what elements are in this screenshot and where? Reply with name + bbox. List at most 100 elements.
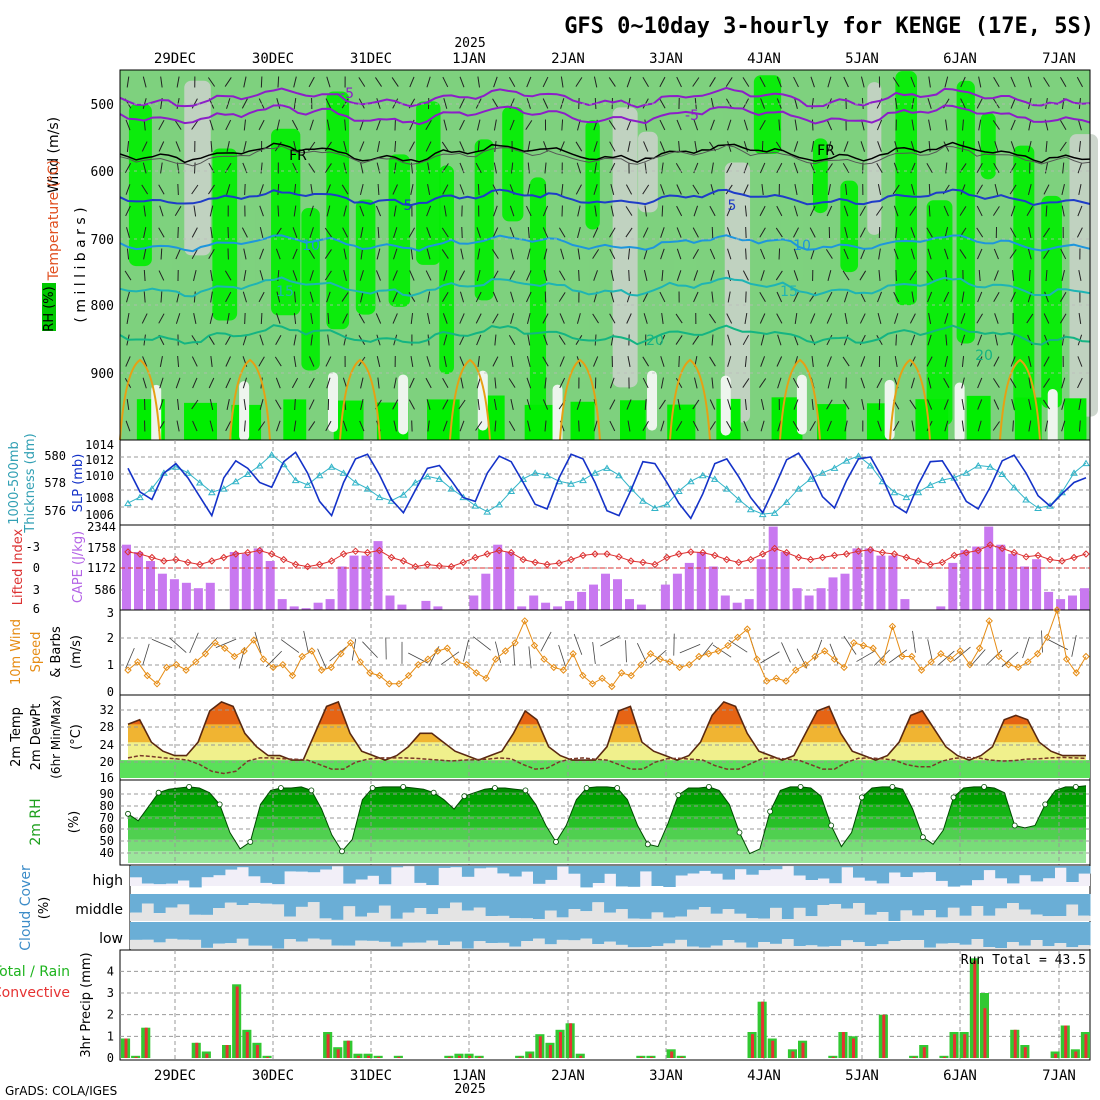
cloud-cell-high bbox=[947, 866, 961, 887]
wind-speed-point bbox=[550, 663, 558, 672]
barb bbox=[176, 76, 180, 88]
barb bbox=[693, 270, 699, 281]
barb bbox=[759, 292, 766, 302]
barb bbox=[209, 313, 214, 324]
li-point bbox=[615, 553, 623, 561]
barb bbox=[675, 377, 683, 389]
barb bbox=[1076, 76, 1083, 88]
cloud-gap-low bbox=[722, 940, 735, 949]
barb bbox=[160, 248, 163, 260]
li-point bbox=[998, 544, 1006, 553]
barb bbox=[225, 291, 232, 303]
wind-speed-point bbox=[230, 652, 239, 661]
thickness-point bbox=[471, 502, 480, 509]
barb bbox=[793, 205, 799, 217]
cloud-gap-low bbox=[1054, 943, 1067, 949]
barb bbox=[158, 270, 165, 281]
precip-conv-bar bbox=[943, 1056, 946, 1058]
temp-line bbox=[127, 700, 1086, 761]
cloud-cell-high bbox=[414, 866, 427, 883]
cloud-cell-high bbox=[177, 866, 190, 881]
top-date-labels: 29DEC 30DEC 31DEC 1JAN 2JAN 3JAN 4JAN 5JAN 6JAN 7… bbox=[154, 51, 1076, 67]
year-label-top: 2025 bbox=[454, 36, 485, 51]
wind-speed-point bbox=[192, 658, 200, 666]
barb bbox=[775, 227, 783, 238]
precip-conv-bar bbox=[1084, 1034, 1088, 1058]
barb bbox=[409, 377, 415, 389]
wind-speed-point bbox=[356, 658, 364, 666]
barb bbox=[660, 356, 665, 367]
cloud-cell-high bbox=[959, 866, 972, 886]
barb bbox=[928, 205, 931, 217]
precip-conv-bar bbox=[468, 1055, 472, 1058]
barb bbox=[893, 205, 899, 217]
barb bbox=[558, 292, 566, 302]
cloud-cell-high bbox=[556, 866, 570, 867]
top-date-4JAN: 4JAN bbox=[747, 51, 781, 67]
precip-total-label: Total / Rain bbox=[0, 964, 70, 980]
barb bbox=[777, 420, 782, 432]
barb bbox=[410, 184, 414, 195]
barb bbox=[208, 249, 215, 259]
barb bbox=[861, 399, 865, 410]
surface-barb bbox=[540, 631, 552, 652]
cloud-gap-middle bbox=[924, 910, 937, 921]
thickness-point bbox=[483, 508, 492, 515]
barb bbox=[527, 141, 531, 152]
barb bbox=[376, 119, 381, 131]
surface-barb bbox=[985, 649, 1003, 666]
barb bbox=[459, 291, 465, 303]
barb bbox=[608, 120, 616, 130]
cape-bar bbox=[181, 582, 191, 610]
barb bbox=[193, 205, 197, 217]
cloud-cell-middle bbox=[544, 894, 558, 911]
barb bbox=[892, 77, 900, 87]
cloud-gap-middle bbox=[864, 914, 878, 921]
cloud-cell-high bbox=[900, 866, 913, 877]
cloud-gap-low bbox=[355, 940, 368, 949]
li-point bbox=[854, 547, 863, 555]
cloud-cell-middle bbox=[770, 894, 783, 908]
cloud-cell-middle bbox=[1054, 894, 1067, 916]
barb bbox=[776, 313, 783, 324]
cloud-cell-high bbox=[888, 866, 901, 873]
barb bbox=[708, 313, 717, 324]
wind-speed-point bbox=[201, 650, 210, 658]
surface-barb bbox=[215, 638, 237, 648]
barb bbox=[243, 420, 246, 432]
barb bbox=[827, 184, 831, 195]
li-point bbox=[579, 551, 587, 560]
barb bbox=[376, 98, 381, 109]
barb bbox=[609, 313, 616, 324]
li-point bbox=[136, 550, 144, 558]
barb bbox=[678, 140, 681, 153]
barb bbox=[1077, 377, 1083, 389]
cloud-gap-middle bbox=[710, 913, 724, 921]
cloud-gap-low bbox=[141, 939, 155, 949]
wind-label: Wind (m/s) bbox=[46, 117, 62, 193]
surface-barb bbox=[280, 639, 300, 653]
cloud-cell-low bbox=[817, 922, 830, 947]
barb bbox=[476, 334, 482, 346]
barb bbox=[894, 141, 899, 152]
li-point bbox=[555, 559, 563, 567]
barb bbox=[709, 356, 716, 367]
pressure-tick-900: 900 bbox=[91, 367, 114, 382]
barb bbox=[759, 378, 767, 388]
cloud-cell-high bbox=[1018, 866, 1032, 876]
cloud-cell-high bbox=[295, 866, 309, 872]
cloud-cell-high bbox=[592, 866, 605, 883]
millibars-label: ( m i l l i b a r s ) bbox=[73, 207, 89, 322]
wind-speed-point bbox=[617, 669, 626, 677]
li-point bbox=[639, 558, 647, 567]
barb bbox=[927, 248, 932, 260]
barb bbox=[893, 420, 900, 432]
barb bbox=[976, 162, 983, 174]
cloud-cell-middle bbox=[746, 894, 759, 919]
barb bbox=[359, 141, 365, 152]
cape-bar bbox=[157, 573, 167, 610]
barb bbox=[725, 98, 733, 109]
precip-conv-bar bbox=[326, 1034, 330, 1058]
barb bbox=[726, 205, 732, 217]
barb bbox=[443, 119, 448, 131]
